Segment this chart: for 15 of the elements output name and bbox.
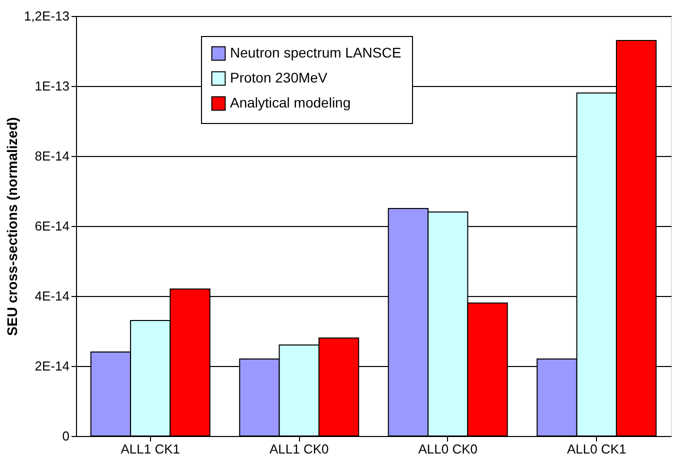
y-tick-label: 1,2E-13 — [24, 8, 70, 24]
x-tick-label: ALL0 CK0 — [418, 442, 478, 456]
y-tick-label: 6E-14 — [34, 218, 70, 234]
y-tick-label: 8E-14 — [34, 148, 70, 164]
x-tick-label: ALL0 CK1 — [566, 442, 626, 456]
y-tick-label: 2E-14 — [34, 358, 70, 374]
y-tick-label: 4E-14 — [34, 288, 70, 304]
x-tick-label: ALL1 CK1 — [120, 442, 180, 456]
legend-label: Proton 230MeV — [230, 70, 328, 86]
y-axis-title: SEU cross-sections (normalized) — [4, 117, 20, 336]
x-tick-label: ALL1 CK0 — [269, 442, 329, 456]
legend-label: Analytical modeling — [230, 94, 351, 110]
legend-label: Neutron spectrum LANSCE — [230, 44, 402, 60]
y-tick-label: 1E-13 — [34, 78, 70, 94]
y-tick-label: 0 — [62, 428, 70, 444]
